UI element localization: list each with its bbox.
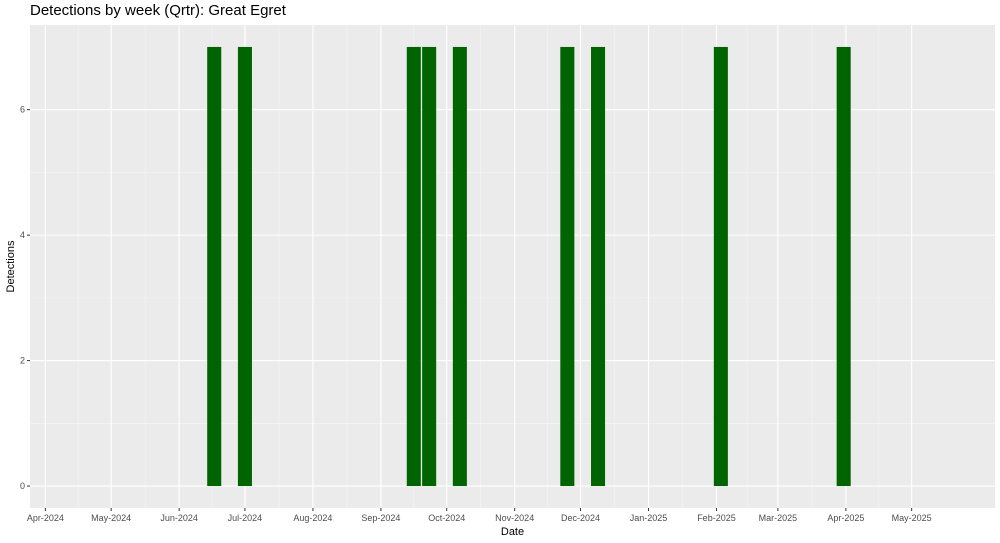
x-tick-label: Dec-2024 — [561, 513, 600, 523]
plot-panel — [30, 25, 995, 508]
x-tick-label: Jul-2024 — [228, 513, 263, 523]
x-tick-label: May-2024 — [91, 513, 131, 523]
x-tick-label: Nov-2024 — [495, 513, 534, 523]
x-tick-label: Feb-2025 — [697, 513, 736, 523]
bar — [237, 46, 252, 487]
y-tick-label: 0 — [20, 481, 25, 491]
x-tick-label: Jun-2024 — [160, 513, 198, 523]
bar — [207, 46, 222, 487]
bar — [713, 46, 728, 487]
x-tick-label: May-2025 — [892, 513, 932, 523]
x-tick-label: Jan-2025 — [630, 513, 668, 523]
x-tick-label: Oct-2024 — [428, 513, 465, 523]
x-tick-label: Apr-2025 — [827, 513, 864, 523]
y-axis: 0 2 4 6 — [20, 105, 30, 491]
x-tick-label: Mar-2025 — [759, 513, 798, 523]
x-axis: Apr-2024 May-2024 Jun-2024 Jul-2024 Aug-2024… — [27, 508, 932, 523]
bar — [560, 46, 575, 487]
bar — [591, 46, 606, 487]
bars — [207, 46, 851, 487]
x-axis-title: Date — [501, 526, 524, 538]
bar — [422, 46, 437, 487]
y-tick-label: 6 — [20, 105, 25, 115]
bar — [836, 46, 851, 487]
x-tick-label: Sep-2024 — [361, 513, 400, 523]
bar — [406, 46, 421, 487]
bar — [452, 46, 467, 487]
y-tick-label: 4 — [20, 230, 25, 240]
chart-title: Detections by week (Qrtr): Great Egret — [30, 2, 286, 19]
x-tick-label: Aug-2024 — [293, 513, 332, 523]
y-tick-label: 2 — [20, 356, 25, 366]
x-tick-label: Apr-2024 — [27, 513, 64, 523]
y-axis-title: Detections — [5, 240, 17, 292]
